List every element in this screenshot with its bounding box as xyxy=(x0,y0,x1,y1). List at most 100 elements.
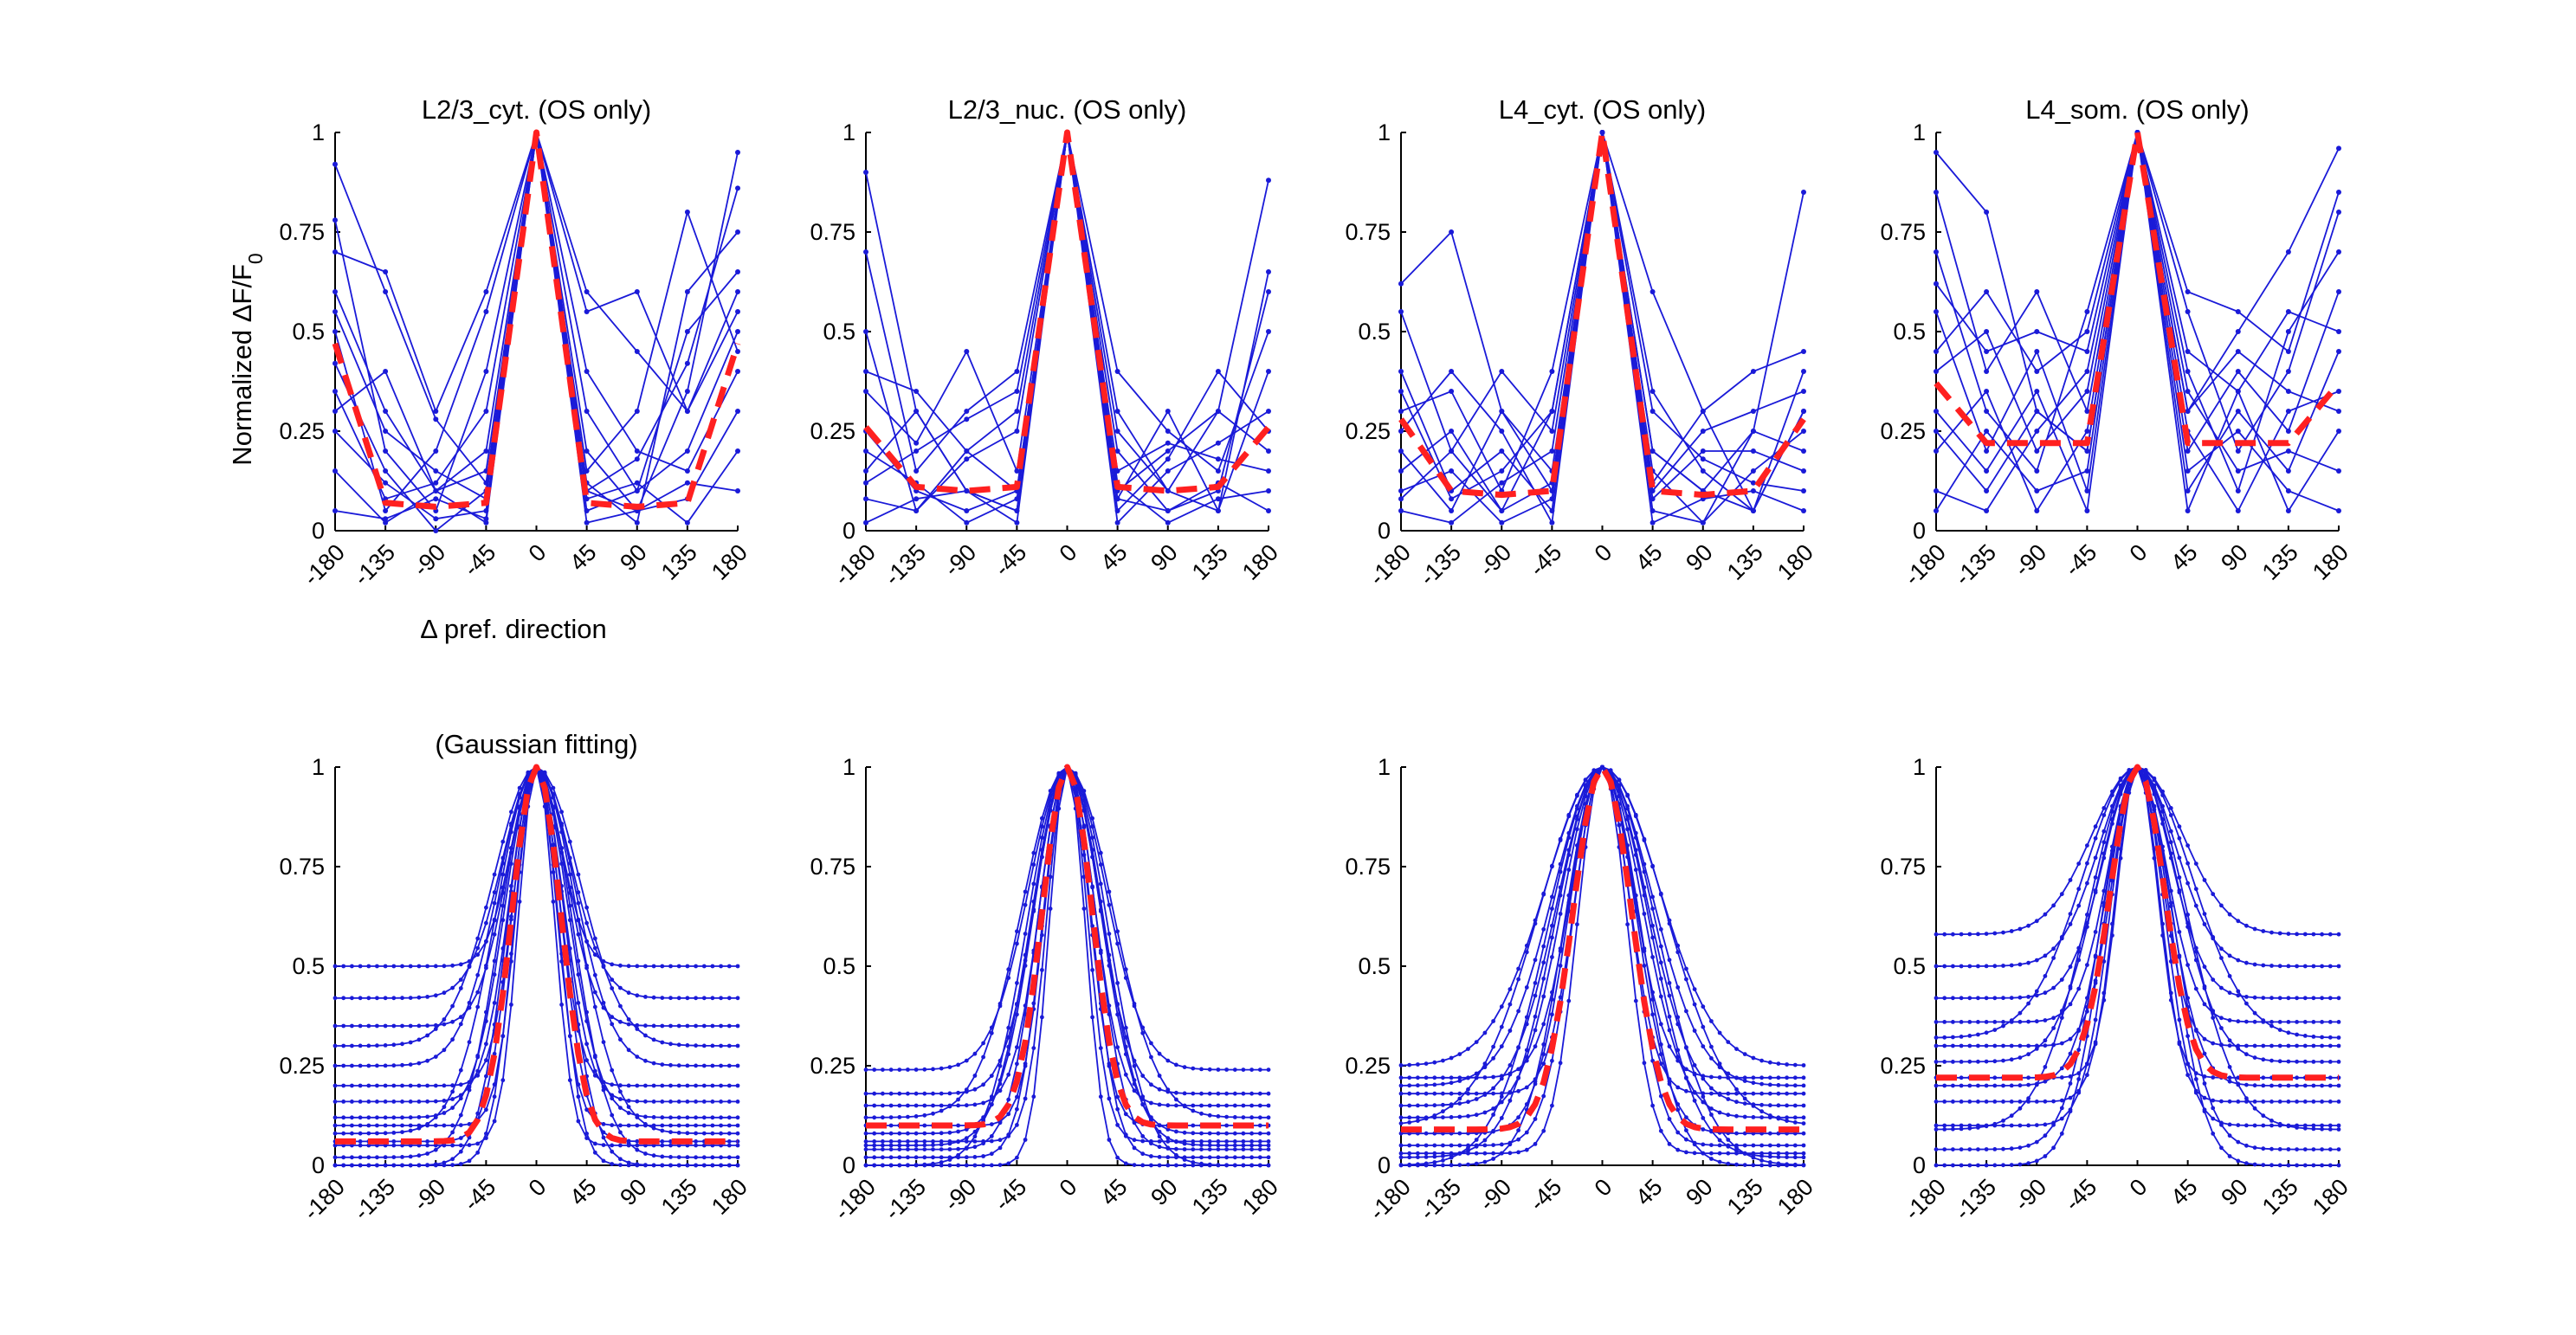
data-point xyxy=(2160,817,2166,822)
data-point xyxy=(651,1125,656,1131)
data-point xyxy=(668,1100,673,1104)
data-point xyxy=(1976,1125,1980,1130)
data-point xyxy=(1558,1061,1563,1066)
data-point xyxy=(1432,1103,1437,1108)
series-line-10 xyxy=(1401,766,1804,1079)
data-point xyxy=(626,1105,631,1109)
data-point xyxy=(1550,1058,1554,1063)
data-point xyxy=(1976,1032,1980,1037)
data-point xyxy=(1165,508,1171,513)
data-point xyxy=(1801,1121,1806,1125)
data-point xyxy=(956,1146,960,1151)
data-point xyxy=(939,1066,944,1071)
data-point xyxy=(1398,1121,1404,1125)
data-point xyxy=(1650,955,1655,959)
data-point xyxy=(1617,784,1622,789)
data-point xyxy=(1942,964,1947,969)
data-point xyxy=(1266,1115,1271,1120)
data-point xyxy=(442,1022,447,1027)
data-point xyxy=(2009,1083,2014,1088)
data-point xyxy=(1967,1043,1972,1048)
data-point xyxy=(1031,881,1036,887)
data-point xyxy=(1165,1103,1171,1108)
data-point xyxy=(1776,1061,1781,1066)
data-point xyxy=(2244,1052,2249,1057)
data-point xyxy=(635,1143,640,1148)
x-tick-label: -135 xyxy=(880,1174,931,1225)
data-point xyxy=(1992,1100,1998,1104)
data-point xyxy=(2043,1122,2048,1127)
data-point xyxy=(1199,1103,1204,1108)
data-point xyxy=(1015,941,1019,946)
data-point xyxy=(2327,1060,2333,1064)
data-point xyxy=(2236,989,2241,994)
y-tick-label: 1 xyxy=(1378,754,1391,780)
data-point xyxy=(1174,1146,1178,1151)
data-point xyxy=(643,1058,648,1063)
data-point xyxy=(1023,889,1028,894)
data-point xyxy=(1216,1139,1221,1144)
data-point xyxy=(400,996,404,1001)
data-point xyxy=(332,329,338,334)
data-point xyxy=(1115,981,1120,985)
data-point xyxy=(2261,1113,2266,1119)
data-point xyxy=(922,1091,927,1096)
data-point xyxy=(1942,996,1947,1001)
x-tick-label: 0 xyxy=(1590,1174,1617,1202)
data-point xyxy=(2034,1123,2039,1127)
data-point xyxy=(2211,1132,2216,1136)
data-point xyxy=(458,1123,463,1127)
data-point xyxy=(618,1106,623,1110)
data-point xyxy=(350,1023,354,1029)
data-point xyxy=(1658,892,1663,897)
data-point xyxy=(391,1163,397,1168)
data-point xyxy=(425,995,429,999)
data-point xyxy=(1533,1014,1538,1019)
data-point xyxy=(1667,1014,1672,1019)
data-point xyxy=(1407,1115,1412,1120)
data-point xyxy=(710,964,715,969)
data-point xyxy=(391,1083,397,1088)
data-point xyxy=(1407,1062,1412,1067)
x-tick-label: 135 xyxy=(1187,539,1233,585)
data-point xyxy=(660,1062,665,1067)
data-point xyxy=(1491,1044,1495,1049)
data-point xyxy=(1759,1158,1764,1163)
data-point xyxy=(2336,249,2341,255)
data-point xyxy=(500,872,506,877)
data-point xyxy=(1583,777,1588,782)
data-point xyxy=(1482,1110,1488,1115)
data-point xyxy=(1759,1091,1764,1096)
data-point xyxy=(1717,1143,1722,1148)
series-group xyxy=(863,764,1271,1168)
data-point xyxy=(881,1163,885,1168)
data-point xyxy=(2018,1083,2023,1088)
data-point xyxy=(2185,409,2191,414)
data-point xyxy=(897,1103,902,1108)
series-line-2 xyxy=(335,766,738,999)
data-point xyxy=(400,1130,404,1134)
data-point xyxy=(1776,1155,1781,1159)
data-point xyxy=(2101,840,2107,845)
data-point xyxy=(576,1119,581,1124)
data-point xyxy=(1776,1075,1781,1080)
data-point xyxy=(635,1123,640,1128)
data-point xyxy=(341,1083,346,1088)
data-point xyxy=(1449,1104,1454,1108)
data-point xyxy=(701,1100,707,1104)
data-point xyxy=(2285,448,2291,454)
data-point xyxy=(1174,1090,1178,1095)
series-line-6 xyxy=(1401,766,1804,1146)
data-point xyxy=(1499,448,1505,454)
data-point xyxy=(2219,946,2224,951)
data-point xyxy=(1132,1163,1137,1167)
data-point xyxy=(1215,468,1221,474)
data-point xyxy=(1449,1055,1454,1061)
data-point xyxy=(2211,1016,2216,1020)
data-point xyxy=(651,964,656,969)
data-point xyxy=(2076,1090,2082,1095)
data-point xyxy=(1658,1128,1663,1133)
data-point xyxy=(584,920,589,925)
series-line-11 xyxy=(866,766,1269,1119)
data-point xyxy=(964,1145,969,1151)
